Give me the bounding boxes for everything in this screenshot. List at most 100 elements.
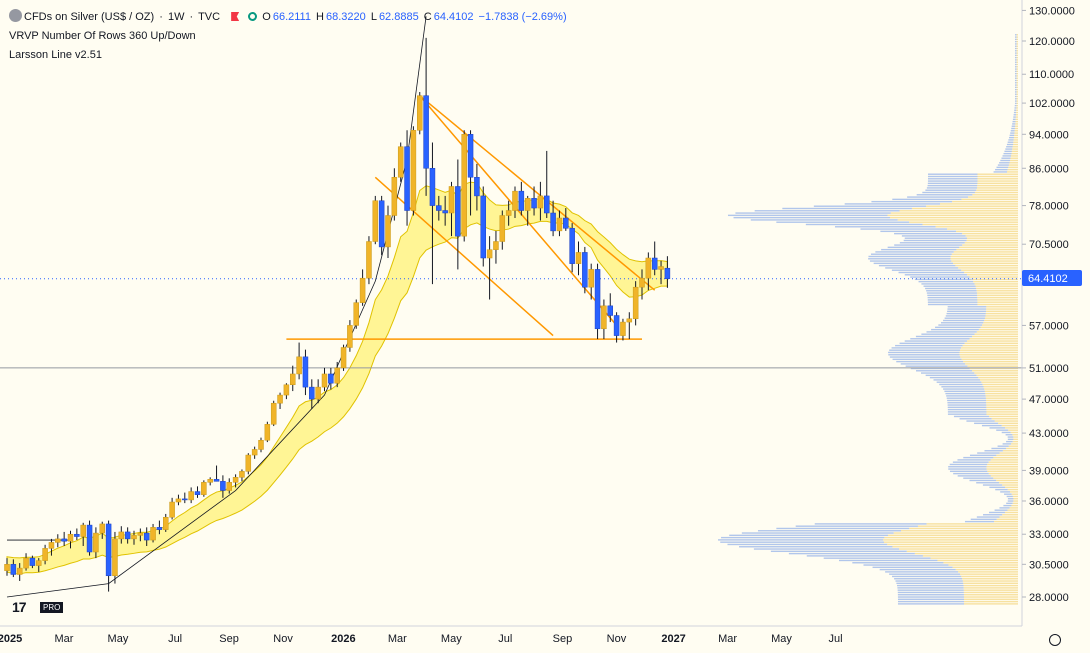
flag-icon[interactable] bbox=[231, 12, 240, 21]
volume-profile-down-bar bbox=[929, 376, 979, 379]
candle-body bbox=[80, 524, 86, 537]
volume-profile-up-bar bbox=[950, 258, 1018, 260]
volume-profile-up-bar bbox=[1016, 47, 1018, 50]
volume-profile-up-bar bbox=[1015, 116, 1018, 118]
volume-profile-down-bar bbox=[983, 514, 1003, 516]
volume-profile-up-bar bbox=[1016, 107, 1018, 109]
volume-profile-down-bar bbox=[984, 450, 1003, 452]
volume-profile-down-bar bbox=[927, 180, 978, 182]
legend-indicator-vrvp[interactable]: VRVP Number Of Rows 360 Up/Down bbox=[9, 30, 196, 42]
volume-profile-down-bar bbox=[993, 171, 1008, 173]
time-tick-label: Mar bbox=[388, 633, 407, 645]
volume-profile-up-bar bbox=[956, 230, 1018, 233]
volume-profile-up-bar bbox=[1010, 159, 1018, 162]
volume-profile-up-bar bbox=[959, 246, 1018, 249]
volume-profile-down-bar bbox=[997, 164, 1009, 166]
price-tick-label: 94.0000 bbox=[1029, 129, 1069, 141]
legend-symbol[interactable]: CFDs on Silver (US$ / OZ) bbox=[24, 11, 155, 23]
chart-plot-area[interactable] bbox=[0, 0, 1022, 626]
volume-profile-up-bar bbox=[1016, 36, 1018, 38]
volume-profile-up-bar bbox=[967, 237, 1018, 239]
candle-body bbox=[67, 533, 74, 542]
volume-profile-down-bar bbox=[894, 244, 963, 246]
price-tick-label: 120.0000 bbox=[1029, 36, 1075, 48]
legend-indicator-larsson[interactable]: Larsson Line v2.51 bbox=[9, 49, 102, 61]
volume-profile-up-bar bbox=[943, 562, 1018, 564]
volume-profile-down-bar bbox=[741, 532, 894, 534]
volume-profile-down-bar bbox=[995, 488, 1008, 491]
volume-profile-up-bar bbox=[1013, 139, 1018, 141]
candle-body bbox=[613, 315, 620, 336]
volume-profile-up-bar bbox=[1016, 93, 1018, 95]
candle-body bbox=[131, 535, 137, 540]
volume-profile-down-bar bbox=[1003, 152, 1012, 155]
volume-profile-down-bar bbox=[904, 340, 968, 342]
volume-profile-up-bar bbox=[966, 239, 1018, 242]
volume-profile-up-bar bbox=[985, 395, 1018, 397]
volume-profile-down-bar bbox=[1015, 40, 1017, 43]
candle-body bbox=[302, 356, 309, 388]
volume-profile-up-bar bbox=[1015, 125, 1018, 127]
tradingview-logo[interactable]: 17 PRO bbox=[12, 600, 67, 614]
volume-profile-down-bar bbox=[994, 509, 1008, 511]
volume-profile-down-bar bbox=[970, 518, 997, 521]
price-tick-label: 43.0000 bbox=[1029, 428, 1069, 440]
volume-profile-up-bar bbox=[965, 363, 1018, 365]
volume-profile-down-bar bbox=[925, 189, 977, 191]
volume-profile-up-bar bbox=[963, 587, 1018, 589]
legend-symbol-row[interactable]: CFDs on Silver (US$ / OZ) · 1W · TVC O 66… bbox=[9, 9, 569, 23]
volume-profile-up-bar bbox=[1013, 136, 1018, 139]
settings-icon[interactable] bbox=[1049, 634, 1061, 646]
high-value: 68.3220 bbox=[325, 11, 366, 23]
volume-profile-down-bar bbox=[931, 328, 979, 331]
market-status-icon bbox=[248, 12, 258, 21]
volume-profile-up-bar bbox=[985, 315, 1018, 317]
candle-body bbox=[505, 210, 512, 216]
candle-body bbox=[461, 134, 467, 237]
volume-profile-up-bar bbox=[911, 207, 1018, 210]
volume-profile-up-bar bbox=[1016, 86, 1018, 89]
candle-body bbox=[48, 542, 55, 549]
volume-profile-down-bar bbox=[1015, 100, 1017, 102]
volume-profile-up-bar bbox=[899, 210, 1018, 212]
candle-body bbox=[309, 386, 315, 400]
time-tick-label: 2025 bbox=[0, 633, 22, 645]
volume-profile-up-bar bbox=[1013, 498, 1018, 500]
volume-profile-up-bar bbox=[1016, 114, 1018, 116]
volume-profile-down-bar bbox=[1007, 438, 1014, 441]
volume-profile-up-bar bbox=[1014, 130, 1018, 132]
candle-body bbox=[277, 394, 283, 404]
volume-profile-up-bar bbox=[899, 548, 1018, 550]
volume-profile-down-bar bbox=[782, 207, 912, 210]
time-axis[interactable]: 2025 Mar May Jul Sep Nov 2026 Mar May Jul Sep Nov 20… bbox=[0, 633, 843, 645]
volume-profile-up-bar bbox=[1007, 171, 1018, 173]
volume-profile-down-bar bbox=[1000, 159, 1011, 162]
volume-profile-up-bar bbox=[1016, 70, 1018, 73]
volume-profile-up-bar bbox=[999, 452, 1018, 454]
volume-profile-down-bar bbox=[946, 395, 986, 397]
volume-profile-down-bar bbox=[1015, 75, 1017, 77]
candle-body bbox=[385, 215, 391, 248]
legend-interval[interactable]: 1W bbox=[167, 11, 185, 23]
volume-profile-down-bar bbox=[903, 239, 967, 242]
volume-profile-down-bar bbox=[1014, 102, 1017, 105]
volume-profile-up-bar bbox=[993, 456, 1018, 459]
volume-profile-down-bar bbox=[991, 447, 1007, 450]
volume-profile-down-bar bbox=[720, 541, 885, 543]
last-price-badge: 64.4102 bbox=[1022, 270, 1082, 286]
volume-profile-down-bar bbox=[926, 290, 977, 292]
time-tick-label: Sep bbox=[553, 633, 573, 645]
time-tick-label: Sep bbox=[219, 633, 239, 645]
volume-profile-up-bar bbox=[1012, 440, 1018, 443]
candle-body bbox=[55, 538, 61, 543]
volume-profile-down-bar bbox=[945, 315, 986, 317]
volume-profile-up-bar bbox=[960, 349, 1018, 351]
volume-profile-down-bar bbox=[1015, 93, 1017, 95]
candle-body bbox=[569, 228, 575, 264]
volume-profile-up-bar bbox=[1016, 56, 1018, 59]
volume-profile-up-bar bbox=[952, 200, 1018, 203]
volume-profile-up-bar bbox=[1016, 104, 1018, 107]
price-axis[interactable]: 130.0000 120.0000 110.0000 102.0000 94.0000 8… bbox=[1022, 5, 1075, 604]
last-price-badge-bg bbox=[1022, 270, 1082, 286]
